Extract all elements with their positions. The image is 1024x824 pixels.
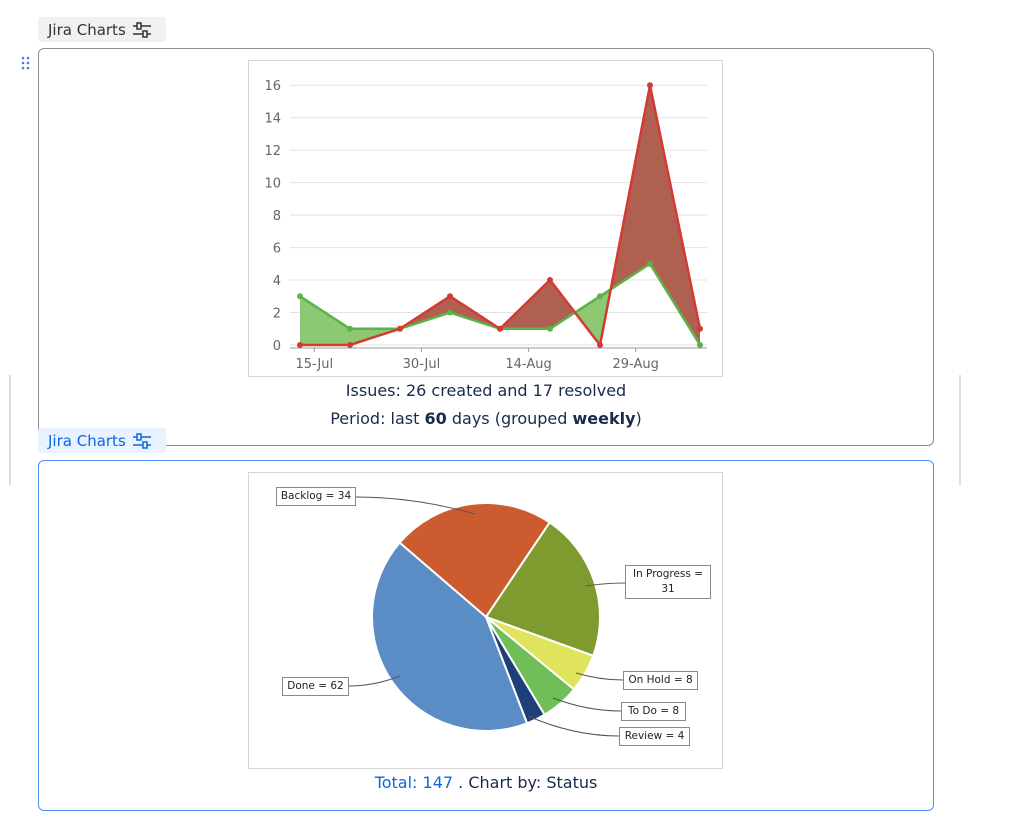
point [597,293,603,300]
caption-text: ) [635,409,642,428]
leader-line [575,672,624,681]
resize-handle[interactable] [9,375,11,485]
point [647,260,653,267]
slice-label: Review = 4 [619,727,690,746]
leader-line [348,675,401,687]
x-tick-label: 29-Aug [613,357,659,372]
chart-image [248,472,723,769]
slice-label: Backlog = 34 [276,487,356,506]
point [447,293,453,300]
pie-slice [398,502,552,619]
slice-label: On Hold = 8 [623,671,698,690]
x-tick-label: 14-Aug [505,357,551,372]
y-tick-label: 6 [273,242,281,257]
total-link[interactable]: Total: 147 [374,773,454,792]
y-tick-label: 12 [264,144,281,159]
point [447,309,453,316]
pie-slice [371,541,529,732]
chart-panel [38,460,934,811]
chart-caption: Total: 147 . Chart by: Status [38,773,934,792]
y-tick-label: 8 [273,209,281,224]
leader-line [552,697,622,712]
point [547,277,553,284]
y-tick-label: 2 [273,307,281,322]
macro-tag[interactable]: Jira Charts [38,17,166,42]
settings-icon [132,432,151,449]
leader-line [527,715,620,737]
chart-panel [38,48,934,446]
caption-text: Period: last [330,409,425,428]
chart-caption: Issues: 26 created and 17 resolved [345,381,627,400]
tag-label: Jira Charts [48,20,126,39]
chart-image [248,60,723,377]
point [297,293,303,300]
slice-label: Done = 62 [282,677,349,696]
caption-bold: 60 [424,409,447,428]
leader-line [585,582,626,587]
x-tick-label: 30-Jul [403,357,441,372]
point [347,342,353,348]
point [397,325,403,332]
drag-handle[interactable] [20,55,32,71]
y-tick-label: 14 [264,112,281,127]
x-tick-label: 15-Jul [295,357,333,372]
point [597,342,603,348]
slice-label: To Do = 8 [621,702,686,721]
point [697,325,703,332]
chart-caption: Period: last 60 days (grouped weekly) [38,409,934,428]
settings-icon [132,21,151,38]
y-tick-label: 10 [264,177,281,192]
resize-handle[interactable] [959,375,961,485]
caption-text: days (grouped [446,409,573,428]
point [647,82,653,89]
caption-bold: weekly [572,409,636,428]
caption-text: . Chart by: Status [453,773,598,792]
tag-label: Jira Charts [48,431,126,450]
y-tick-label: 4 [273,274,281,289]
macro-tag[interactable]: Jira Charts [38,428,166,453]
difference-fill [300,263,700,345]
point [347,325,353,332]
pie-slice [484,521,601,658]
leader-line [355,496,476,515]
y-tick-label: 16 [264,79,281,94]
point [497,325,503,332]
point [697,342,703,348]
point [547,325,553,332]
y-tick-label: 0 [273,339,281,354]
slice-label: In Progress = 31 [625,565,711,599]
point [297,342,303,348]
